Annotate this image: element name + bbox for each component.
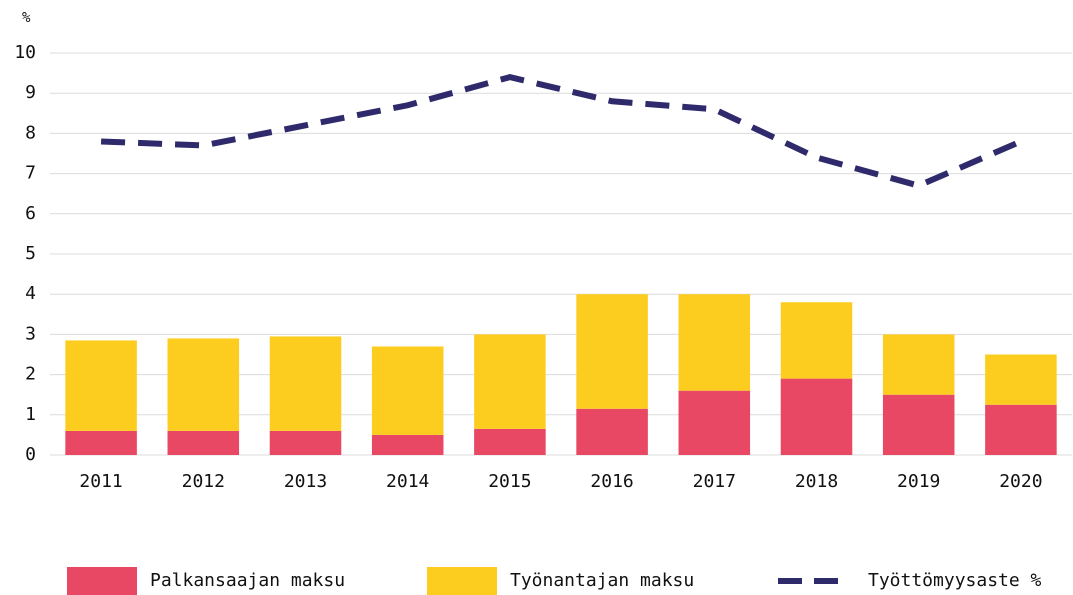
y-tick-label: 1: [25, 404, 36, 425]
y-tick-label: 9: [25, 82, 36, 103]
bar: [167, 338, 240, 431]
bar: [269, 430, 342, 455]
bar: [678, 294, 751, 391]
x-tick-label: 2018: [795, 471, 838, 492]
x-tick-label: 2013: [284, 471, 327, 492]
x-tick-label: 2015: [488, 471, 531, 492]
bar: [167, 430, 240, 455]
bar: [474, 428, 546, 455]
x-tick-label: 2019: [897, 471, 940, 492]
legend-label: Palkansaajan maksu: [150, 570, 345, 591]
bar: [371, 346, 444, 435]
legend-swatch: [427, 567, 497, 595]
legend-label: Työttömyysaste %: [868, 570, 1042, 591]
x-tick-label: 2014: [386, 471, 429, 492]
y-tick-label: 10: [14, 42, 36, 63]
bar: [780, 378, 853, 455]
legend-swatch: [67, 567, 137, 595]
y-axis-label: %: [22, 10, 31, 26]
x-tick-label: 2020: [999, 471, 1042, 492]
x-tick-label: 2012: [182, 471, 225, 492]
bar: [576, 408, 648, 455]
y-tick-label: 5: [25, 243, 36, 264]
bar: [678, 390, 751, 455]
y-tick-label: 6: [25, 203, 36, 224]
bar: [576, 294, 648, 409]
bar: [882, 334, 955, 395]
bar: [985, 354, 1057, 405]
bar: [985, 404, 1057, 455]
y-tick-label: 0: [25, 444, 36, 465]
line: [100, 74, 1023, 189]
y-tick-label: 7: [25, 163, 36, 184]
x-tick-label: 2017: [693, 471, 736, 492]
bar: [65, 340, 137, 431]
bar: [780, 302, 853, 379]
y-tick-label: 2: [25, 364, 36, 385]
bar: [474, 334, 546, 429]
x-tick-label: 2011: [79, 471, 122, 492]
y-tick-label: 4: [25, 283, 36, 304]
x-tick-label: 2016: [590, 471, 633, 492]
y-tick-label: 8: [25, 122, 36, 143]
y-tick-label: 3: [25, 323, 36, 344]
bar: [65, 430, 137, 455]
legend-label: Työnantajan maksu: [510, 570, 694, 591]
bar: [269, 336, 342, 431]
bar: [882, 394, 955, 455]
bar: [371, 434, 444, 455]
